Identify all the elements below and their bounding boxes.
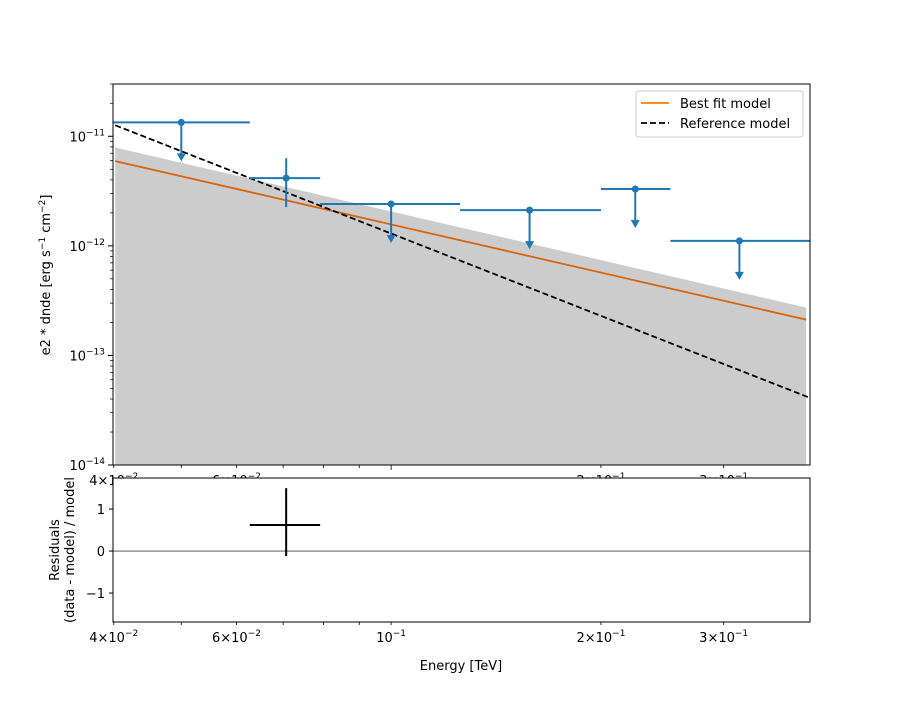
flux-point-marker: [387, 200, 395, 208]
residual-x-tick-label: 4×10−2: [89, 629, 138, 646]
residual-point: [249, 488, 321, 557]
upper-limit-arrow-head: [176, 153, 186, 162]
flux-point-marker: [177, 118, 185, 126]
flux-point-marker: [282, 174, 290, 182]
flux-point: [670, 237, 810, 280]
flux-point: [600, 185, 671, 229]
residual-x-tick-label: 6×10−2: [212, 629, 261, 646]
residual-x-tick-label: 2×10−1: [576, 629, 625, 646]
flux-point-marker: [631, 185, 639, 193]
best-fit-model-line: [115, 160, 807, 321]
flux-point: [460, 206, 601, 250]
residual-x-tick-label: 10−1: [376, 629, 406, 646]
residual-y-tick-label: 1: [97, 503, 105, 518]
legend-frame: [635, 90, 804, 138]
y-tick-label: 10−14: [69, 457, 105, 474]
residuals-axes: 10−14×10−2 6×10−2 10−1 2×10−1 3×10−1Residual…: [48, 477, 811, 674]
flux-point: [320, 200, 461, 243]
residuals-background: [113, 478, 810, 622]
y-tick-label: 10−13: [69, 347, 105, 364]
upper-limit-arrow-head: [386, 234, 396, 243]
residual-y-tick-label: −1: [86, 587, 105, 602]
upper-limit-arrow-head: [734, 271, 744, 280]
residual-y-tick-label: 0: [97, 545, 105, 560]
upper-limit-arrow-head: [630, 220, 640, 229]
x-axis-label: Energy [TeV]: [420, 659, 502, 674]
residual-y-label-line2: (data - model) / model: [63, 477, 78, 623]
flux-point: [113, 118, 250, 162]
legend: Best fit model Reference model: [635, 90, 804, 138]
flux-point-marker: [526, 206, 534, 214]
legend-label: Reference model: [680, 117, 790, 132]
residual-y-label-line1: Residuals: [48, 519, 63, 581]
residuals-axes-frame: [112, 477, 811, 623]
spectrum-axes-frame: [112, 83, 811, 466]
y-tick-label: 10−12: [69, 238, 105, 255]
legend-label: Best fit model: [680, 97, 771, 112]
y-axis-label: e2 * dnde [erg s−1 cm−2]: [38, 195, 54, 356]
error-band: [115, 147, 807, 465]
reference-model-line: [114, 124, 809, 399]
flux-point: [249, 158, 321, 208]
flux-point-marker: [735, 237, 743, 245]
upper-limit-arrow-head: [525, 241, 535, 250]
spectrum-plot-area: [113, 118, 810, 465]
y-tick-label: 10−11: [69, 128, 105, 145]
residual-x-tick-label: 3×10−1: [699, 629, 748, 646]
